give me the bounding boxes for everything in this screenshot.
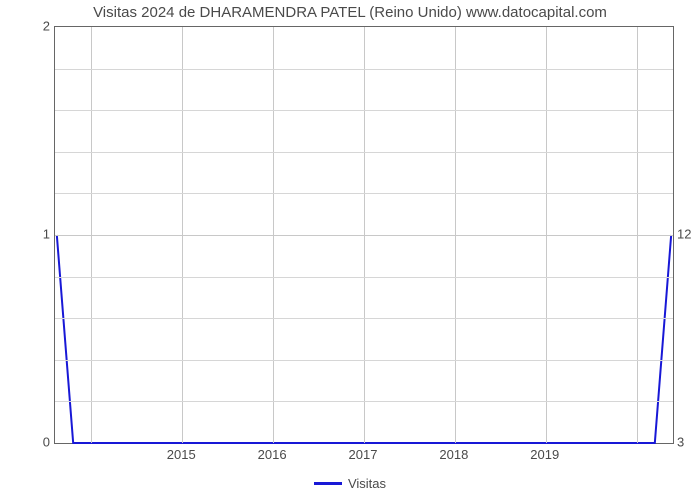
y-axis-label-right: 3 (677, 435, 684, 450)
y-axis-label-right: 12 (677, 227, 691, 242)
x-axis-label: 2018 (439, 447, 468, 462)
y-axis-label-left: 1 (10, 227, 50, 242)
gridline-horizontal-major (55, 235, 673, 236)
gridline-horizontal-minor (55, 360, 673, 361)
chart-title: Visitas 2024 de DHARAMENDRA PATEL (Reino… (0, 4, 700, 21)
y-axis-label-left: 0 (10, 435, 50, 450)
gridline-horizontal-minor (55, 193, 673, 194)
y-axis-label-left: 2 (10, 19, 50, 34)
plot-area (54, 26, 674, 444)
gridline-horizontal-minor (55, 401, 673, 402)
legend-label: Visitas (348, 476, 386, 491)
x-axis-label: 2017 (349, 447, 378, 462)
legend: Visitas (0, 472, 700, 491)
gridline-horizontal-minor (55, 69, 673, 70)
gridline-horizontal-minor (55, 152, 673, 153)
gridline-horizontal-minor (55, 110, 673, 111)
x-axis-label: 2019 (530, 447, 559, 462)
x-axis-label: 2015 (167, 447, 196, 462)
gridline-horizontal-minor (55, 277, 673, 278)
legend-swatch (314, 482, 342, 485)
x-axis-label: 2016 (258, 447, 287, 462)
gridline-horizontal-minor (55, 318, 673, 319)
chart-root: Visitas 2024 de DHARAMENDRA PATEL (Reino… (0, 0, 700, 500)
